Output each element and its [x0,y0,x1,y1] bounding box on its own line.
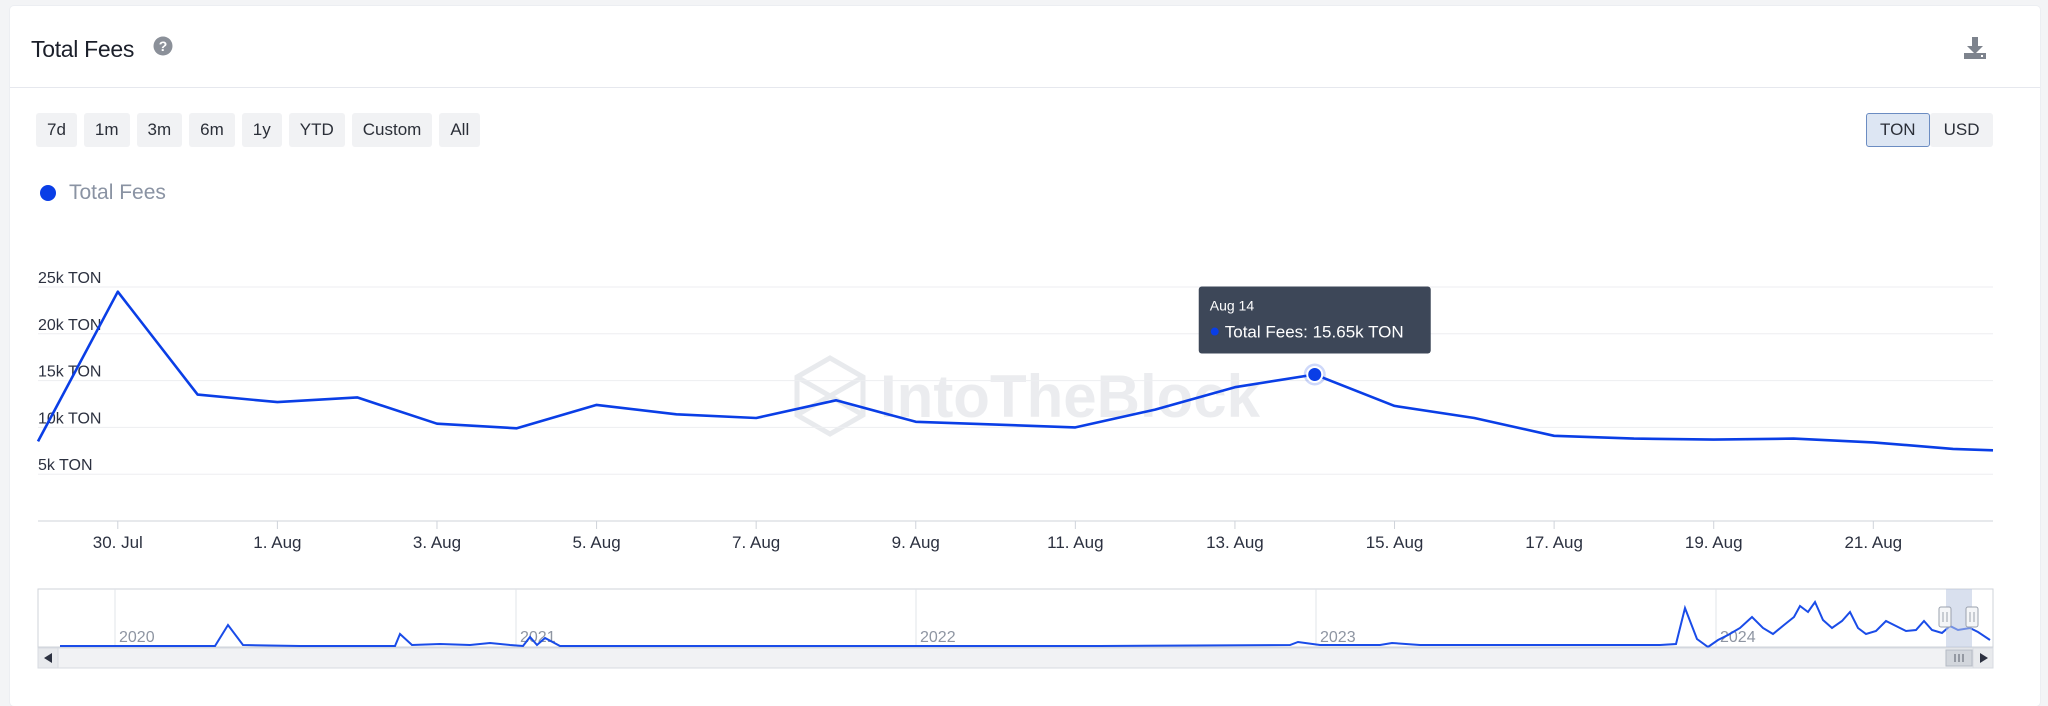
series-points [35,289,1956,452]
data-point[interactable] [35,438,41,444]
grid [38,286,1993,475]
navigator-frame [37,588,1994,648]
y-tick-label: 5k TON [38,457,93,474]
range-button-1m[interactable]: 1m [83,113,130,147]
y-tick-label: 25k TON [38,270,101,287]
x-tick-label: 30. Jul [93,533,143,552]
data-point[interactable] [1791,436,1797,442]
navigator-year-label: 2024 [1720,629,1756,646]
data-point[interactable] [1471,415,1477,421]
navigator-year-label: 2021 [520,629,556,646]
page-title: Total Fees [31,36,135,62]
download-icon[interactable] [1961,34,1989,62]
x-tick-label: 5. Aug [572,533,620,552]
scrollbar-thumb[interactable] [1945,649,1973,667]
data-point[interactable] [993,422,999,428]
scroll-right-arrow-icon[interactable] [1972,647,1994,669]
legend-item-total-fees[interactable]: Total Fees [40,181,166,205]
navigator[interactable]: 2020 2021 2022 2023 2024 [37,588,1994,649]
data-point[interactable] [1870,439,1876,445]
x-tick-label: 1. Aug [253,533,301,552]
y-tick-label: 20k TON [38,317,101,334]
y-tick-label: 15k TON [38,364,101,381]
range-button-3m[interactable]: 3m [136,113,183,147]
navigator-year-label: 2023 [1320,629,1356,646]
scroll-left-arrow-icon[interactable] [37,647,59,669]
x-axis: 30. Jul 1. Aug 3. Aug 5. Aug 7. Aug 9. Aug 11.… [93,521,1902,552]
data-point[interactable] [913,419,919,425]
x-tick-label: 3. Aug [413,533,461,552]
data-point[interactable] [753,415,759,421]
navigator-year-labels: 2020 2021 2022 2023 2024 [114,589,1756,647]
data-point[interactable] [1392,403,1398,409]
data-point[interactable] [1950,446,1956,452]
x-tick-label: 17. Aug [1525,533,1583,552]
tooltip-background [1198,286,1431,354]
y-tick-label: 10k TON [38,410,101,427]
legend-marker [40,185,56,201]
data-point[interactable] [1551,433,1557,439]
tooltip-marker [1210,327,1219,336]
series-line-total-fees [36,290,1994,452]
range-button-6m[interactable]: 6m [189,113,235,147]
data-point[interactable] [115,289,121,295]
data-point[interactable] [274,399,280,405]
x-tick-label: 19. Aug [1685,533,1743,552]
range-button-custom[interactable]: Custom [351,113,433,147]
tooltip-date: Aug 14 [1210,298,1255,314]
data-point[interactable] [1711,437,1717,443]
legend-label: Total Fees [69,181,166,204]
navigator-handle-left[interactable] [1938,606,1952,628]
data-point[interactable] [833,397,839,403]
x-tick-label: 21. Aug [1844,533,1902,552]
tooltip: Aug 14 Total Fees: 15.65k TON [1198,286,1431,354]
range-button-1y[interactable]: 1y [241,113,282,147]
navigator-year-label: 2020 [119,629,155,646]
highlighted-data-point[interactable] [1306,366,1324,384]
card-header: Total Fees ? [10,6,2040,88]
watermark-logo-icon [794,355,866,437]
question-circle-icon[interactable]: ? [153,36,173,56]
x-tick-label: 15. Aug [1366,533,1424,552]
range-button-ytd[interactable]: YTD [288,113,345,147]
watermark: IntoTheBlock [794,355,1261,437]
x-tick-label: 9. Aug [892,533,940,552]
data-point[interactable] [514,425,520,431]
y-axis: 5k TON 10k TON 15k TON 20k TON 25k TON [38,270,101,474]
data-point[interactable] [1631,436,1637,442]
data-point[interactable] [354,394,360,400]
navigator-series [60,599,1991,649]
x-tick-label: 11. Aug [1047,533,1103,552]
unit-button-ton[interactable]: TON [1866,113,1930,147]
unit-toggle: TON USD [1866,113,1994,147]
data-point[interactable] [195,392,201,398]
navigator-year-label: 2022 [920,629,956,646]
range-button-7d[interactable]: 7d [36,113,77,147]
range-button-all[interactable]: All [439,113,481,147]
data-point[interactable] [434,421,440,427]
data-point[interactable] [673,411,679,417]
range-selector: 7d 1m 3m 6m 1y YTD Custom All [36,113,481,147]
x-tick-label: 7. Aug [732,533,780,552]
data-point[interactable] [594,402,600,408]
svg-text:?: ? [159,38,168,54]
navigator-handle-right[interactable] [1965,606,1979,628]
scrollbar-track[interactable] [37,647,1994,669]
data-point[interactable] [1232,384,1238,390]
tooltip-text: Total Fees: 15.65k TON [1225,323,1404,342]
data-point[interactable] [1072,424,1078,430]
unit-button-usd[interactable]: USD [1929,113,1994,147]
navigator-scrollbar[interactable] [37,647,1994,669]
data-point[interactable] [1152,407,1158,413]
x-tick-label: 13. Aug [1206,533,1264,552]
